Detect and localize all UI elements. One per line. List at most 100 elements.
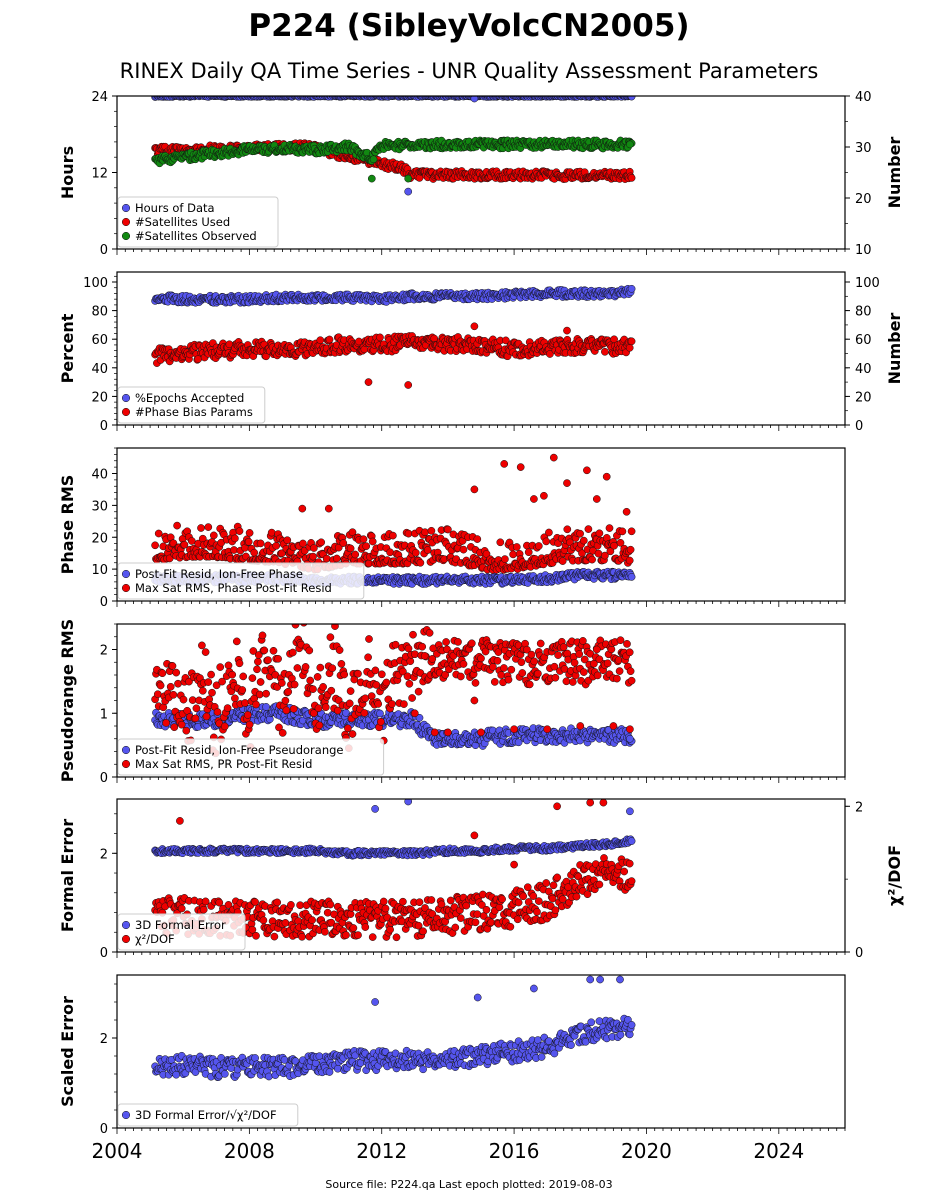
marker: [618, 527, 627, 536]
marker: [252, 700, 260, 709]
outlier-marker: [622, 507, 631, 516]
outlier-marker: [364, 378, 373, 386]
marker: [278, 729, 287, 737]
marker: [471, 679, 480, 687]
marker: [467, 639, 476, 648]
outlier-marker: [298, 504, 307, 513]
marker: [377, 717, 385, 726]
marker: [482, 550, 491, 558]
marker: [524, 548, 533, 557]
marker: [198, 641, 206, 650]
marker: [377, 670, 386, 679]
legend-marker: [121, 583, 131, 593]
scatter-points: [151, 284, 636, 389]
marker: [313, 673, 322, 681]
marker: [316, 336, 325, 345]
marker: [300, 624, 308, 627]
marker: [414, 687, 423, 696]
marker: [301, 663, 310, 671]
marker: [346, 544, 355, 553]
marker: [601, 551, 609, 560]
marker: [441, 670, 450, 679]
marker: [594, 549, 603, 558]
marker: [192, 704, 201, 713]
marker: [216, 663, 225, 671]
marker: [389, 531, 397, 540]
marker: [277, 679, 286, 687]
marker: [232, 637, 241, 646]
marker: [454, 638, 462, 646]
legend-label: Max Sat RMS, Phase Post-Fit Resid: [135, 581, 332, 595]
marker: [332, 554, 341, 563]
y-right-tick-label: 10: [855, 243, 872, 258]
marker: [542, 537, 551, 546]
marker: [558, 557, 567, 565]
marker: [421, 528, 429, 537]
marker: [299, 539, 307, 548]
marker: [241, 699, 249, 707]
marker: [224, 661, 233, 670]
marker: [213, 708, 222, 716]
legend-marker: [121, 569, 131, 579]
marker: [406, 657, 415, 666]
y-right-tick-label: 60: [855, 333, 872, 348]
marker: [606, 547, 615, 556]
marker: [423, 546, 432, 554]
legend-box: [117, 562, 365, 600]
marker: [545, 528, 553, 537]
marker: [405, 679, 414, 688]
marker: [408, 694, 416, 702]
marker: [364, 653, 372, 662]
marker: [187, 537, 196, 545]
marker: [588, 555, 596, 564]
outlier-marker: [540, 491, 548, 500]
y-axis-label: Phase RMS: [58, 475, 77, 575]
marker: [346, 687, 355, 695]
marker: [182, 726, 191, 735]
y-right-tick-label: 0: [855, 419, 863, 434]
marker: [361, 694, 370, 703]
marker: [253, 665, 261, 674]
y-axis-label: Hours: [58, 146, 77, 199]
marker: [496, 538, 505, 547]
marker: [625, 556, 634, 565]
marker: [365, 559, 373, 568]
marker: [335, 646, 344, 654]
marker: [473, 535, 482, 543]
marker: [207, 670, 215, 679]
marker: [627, 573, 636, 581]
outlier-marker: [324, 504, 333, 513]
legend-label: Post-Fit Resid, Ion-Free Phase: [135, 567, 303, 581]
marker: [274, 654, 282, 663]
legend-marker: [121, 407, 131, 417]
marker: [309, 685, 317, 693]
legend: %Epochs Accepted#Phase Bias Params: [117, 386, 266, 424]
marker: [317, 538, 326, 547]
outlier-marker: [602, 472, 611, 481]
marker: [372, 681, 381, 689]
marker: [269, 646, 278, 655]
marker: [386, 548, 394, 557]
y-tick-label: 40: [91, 362, 108, 377]
marker: [409, 630, 417, 639]
marker: [310, 544, 318, 552]
marker: [325, 335, 334, 344]
marker: [158, 669, 167, 678]
outlier-marker: [470, 485, 479, 494]
y-right-axis-label: Number: [885, 313, 904, 385]
marker: [481, 647, 490, 656]
marker: [400, 700, 408, 708]
marker: [239, 672, 248, 681]
marker: [333, 706, 342, 715]
y-tick-label: 0: [100, 243, 108, 258]
outlier-marker: [367, 174, 376, 183]
marker: [260, 646, 269, 655]
marker: [204, 523, 213, 531]
marker: [627, 527, 636, 536]
legend-label: #Phase Bias Params: [135, 405, 253, 419]
marker: [275, 723, 283, 732]
marker: [191, 714, 200, 723]
marker: [212, 681, 221, 690]
marker: [177, 720, 186, 729]
y-tick-label: 0: [100, 419, 108, 434]
